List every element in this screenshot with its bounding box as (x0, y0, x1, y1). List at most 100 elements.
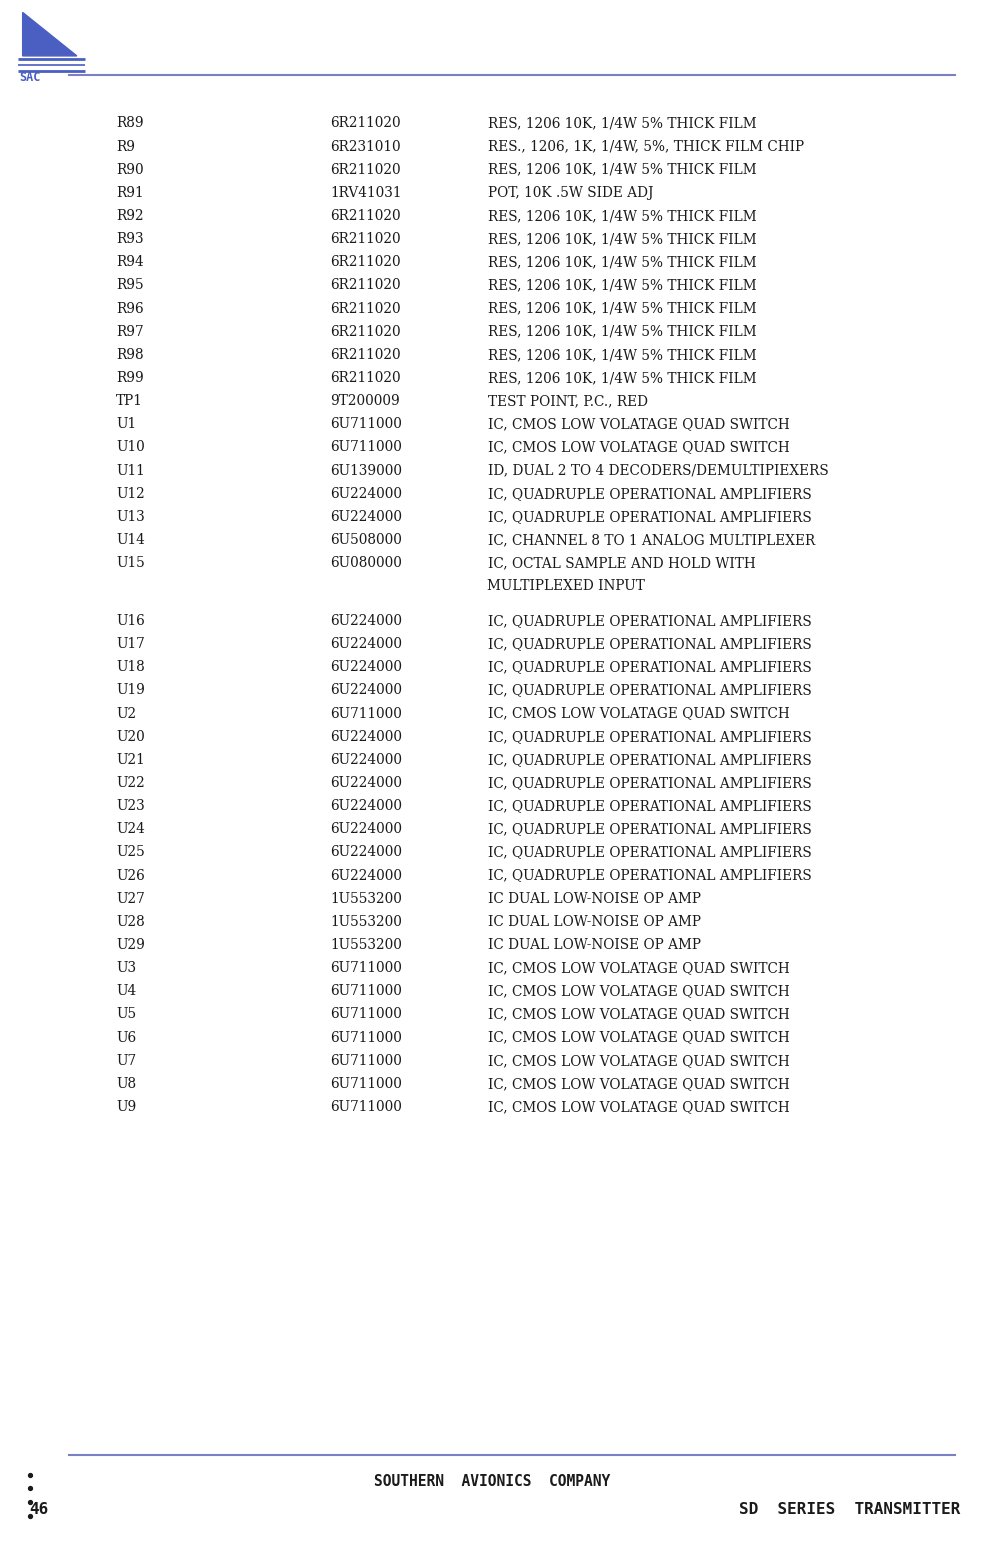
Text: U12: U12 (116, 486, 145, 500)
Text: SD  SERIES  TRANSMITTER: SD SERIES TRANSMITTER (739, 1502, 960, 1517)
Text: 9T200009: 9T200009 (330, 394, 400, 408)
Text: RES., 1206, 1K, 1/4W, 5%, THICK FILM CHIP: RES., 1206, 1K, 1/4W, 5%, THICK FILM CHI… (488, 140, 804, 154)
Text: IC DUAL LOW-NOISE OP AMP: IC DUAL LOW-NOISE OP AMP (488, 891, 700, 905)
Text: 6U139000: 6U139000 (330, 464, 402, 478)
Text: 6U711000: 6U711000 (330, 1008, 402, 1022)
Text: 6U711000: 6U711000 (330, 1100, 402, 1114)
Text: 6R211020: 6R211020 (330, 325, 401, 339)
Text: SAC: SAC (20, 71, 41, 84)
Text: 6U224000: 6U224000 (330, 730, 402, 744)
Text: 6U711000: 6U711000 (330, 961, 402, 975)
Text: 6U711000: 6U711000 (330, 418, 402, 432)
Text: 6R211020: 6R211020 (330, 255, 401, 269)
Text: IC DUAL LOW-NOISE OP AMP: IC DUAL LOW-NOISE OP AMP (488, 915, 700, 929)
Text: MULTIPLEXED INPUT: MULTIPLEXED INPUT (488, 579, 645, 593)
Text: U15: U15 (116, 556, 145, 570)
Text: 6R211020: 6R211020 (330, 278, 401, 292)
Text: IC, QUADRUPLE OPERATIONAL AMPLIFIERS: IC, QUADRUPLE OPERATIONAL AMPLIFIERS (488, 683, 812, 697)
Text: 6U224000: 6U224000 (330, 486, 402, 500)
Text: U20: U20 (116, 730, 145, 744)
Text: U28: U28 (116, 915, 145, 929)
Text: 6U224000: 6U224000 (330, 683, 402, 697)
Text: IC, CHANNEL 8 TO 1 ANALOG MULTIPLEXER: IC, CHANNEL 8 TO 1 ANALOG MULTIPLEXER (488, 533, 815, 547)
Text: U10: U10 (116, 441, 145, 455)
Text: RES, 1206 10K, 1/4W 5% THICK FILM: RES, 1206 10K, 1/4W 5% THICK FILM (488, 210, 756, 224)
Text: IC, QUADRUPLE OPERATIONAL AMPLIFIERS: IC, QUADRUPLE OPERATIONAL AMPLIFIERS (488, 486, 812, 500)
Text: U14: U14 (116, 533, 145, 547)
Text: R90: R90 (116, 163, 144, 177)
Text: IC, CMOS LOW VOLATAGE QUAD SWITCH: IC, CMOS LOW VOLATAGE QUAD SWITCH (488, 1008, 789, 1022)
Text: 1U553200: 1U553200 (330, 938, 402, 952)
Text: R96: R96 (116, 301, 144, 315)
Text: TEST POINT, P.C., RED: TEST POINT, P.C., RED (488, 394, 647, 408)
Text: R91: R91 (116, 186, 144, 200)
Text: RES, 1206 10K, 1/4W 5% THICK FILM: RES, 1206 10K, 1/4W 5% THICK FILM (488, 233, 756, 247)
Text: IC, CMOS LOW VOLATAGE QUAD SWITCH: IC, CMOS LOW VOLATAGE QUAD SWITCH (488, 1031, 789, 1045)
Text: R99: R99 (116, 371, 144, 385)
Text: IC, CMOS LOW VOLATAGE QUAD SWITCH: IC, CMOS LOW VOLATAGE QUAD SWITCH (488, 1054, 789, 1068)
Text: U18: U18 (116, 660, 145, 674)
Text: ID, DUAL 2 TO 4 DECODERS/DEMULTIPIEXERS: ID, DUAL 2 TO 4 DECODERS/DEMULTIPIEXERS (488, 464, 828, 478)
Text: 6U711000: 6U711000 (330, 707, 402, 721)
Text: 6R211020: 6R211020 (330, 301, 401, 315)
Text: IC DUAL LOW-NOISE OP AMP: IC DUAL LOW-NOISE OP AMP (488, 938, 700, 952)
Text: R95: R95 (116, 278, 144, 292)
Text: 6U224000: 6U224000 (330, 509, 402, 523)
Text: U17: U17 (116, 637, 145, 651)
Text: 6U711000: 6U711000 (330, 1031, 402, 1045)
Text: 6U224000: 6U224000 (330, 637, 402, 651)
Text: IC, CMOS LOW VOLATAGE QUAD SWITCH: IC, CMOS LOW VOLATAGE QUAD SWITCH (488, 1100, 789, 1114)
Text: 6U508000: 6U508000 (330, 533, 402, 547)
Text: R97: R97 (116, 325, 144, 339)
Text: U2: U2 (116, 707, 136, 721)
Text: 6U224000: 6U224000 (330, 800, 402, 814)
Text: U3: U3 (116, 961, 136, 975)
Text: R94: R94 (116, 255, 144, 269)
Text: 6U711000: 6U711000 (330, 1076, 402, 1090)
Text: 6U224000: 6U224000 (330, 753, 402, 767)
Text: 6R211020: 6R211020 (330, 116, 401, 130)
Text: R93: R93 (116, 233, 144, 247)
Text: IC, QUADRUPLE OPERATIONAL AMPLIFIERS: IC, QUADRUPLE OPERATIONAL AMPLIFIERS (488, 823, 812, 837)
Text: 6U711000: 6U711000 (330, 441, 402, 455)
Text: U8: U8 (116, 1076, 136, 1090)
Text: 6U224000: 6U224000 (330, 845, 402, 859)
Text: TP1: TP1 (116, 394, 143, 408)
Text: R98: R98 (116, 348, 144, 362)
Text: U21: U21 (116, 753, 145, 767)
Text: RES, 1206 10K, 1/4W 5% THICK FILM: RES, 1206 10K, 1/4W 5% THICK FILM (488, 255, 756, 269)
Text: U7: U7 (116, 1054, 136, 1068)
Polygon shape (23, 12, 77, 56)
Text: 6R231010: 6R231010 (330, 140, 401, 154)
Text: IC, CMOS LOW VOLATAGE QUAD SWITCH: IC, CMOS LOW VOLATAGE QUAD SWITCH (488, 985, 789, 999)
Text: U25: U25 (116, 845, 145, 859)
Text: U13: U13 (116, 509, 145, 523)
Text: U26: U26 (116, 868, 145, 882)
Text: RES, 1206 10K, 1/4W 5% THICK FILM: RES, 1206 10K, 1/4W 5% THICK FILM (488, 371, 756, 385)
Text: U9: U9 (116, 1100, 137, 1114)
Text: 6U224000: 6U224000 (330, 868, 402, 882)
Text: RES, 1206 10K, 1/4W 5% THICK FILM: RES, 1206 10K, 1/4W 5% THICK FILM (488, 116, 756, 130)
Text: U23: U23 (116, 800, 145, 814)
Text: RES, 1206 10K, 1/4W 5% THICK FILM: RES, 1206 10K, 1/4W 5% THICK FILM (488, 325, 756, 339)
Text: 1RV41031: 1RV41031 (330, 186, 402, 200)
Text: IC, CMOS LOW VOLATAGE QUAD SWITCH: IC, CMOS LOW VOLATAGE QUAD SWITCH (488, 418, 789, 432)
Text: POT, 10K .5W SIDE ADJ: POT, 10K .5W SIDE ADJ (488, 186, 653, 200)
Text: IC, CMOS LOW VOLATAGE QUAD SWITCH: IC, CMOS LOW VOLATAGE QUAD SWITCH (488, 1076, 789, 1090)
Text: 6U224000: 6U224000 (330, 776, 402, 790)
Text: U29: U29 (116, 938, 145, 952)
Text: U11: U11 (116, 464, 145, 478)
Text: 6U711000: 6U711000 (330, 1054, 402, 1068)
Text: U19: U19 (116, 683, 145, 697)
Text: IC, QUADRUPLE OPERATIONAL AMPLIFIERS: IC, QUADRUPLE OPERATIONAL AMPLIFIERS (488, 509, 812, 523)
Text: IC, QUADRUPLE OPERATIONAL AMPLIFIERS: IC, QUADRUPLE OPERATIONAL AMPLIFIERS (488, 800, 812, 814)
Text: 6R211020: 6R211020 (330, 163, 401, 177)
Text: U5: U5 (116, 1008, 136, 1022)
Text: 6R211020: 6R211020 (330, 233, 401, 247)
Text: 6R211020: 6R211020 (330, 210, 401, 224)
Text: 6U224000: 6U224000 (330, 660, 402, 674)
Text: 6U080000: 6U080000 (330, 556, 402, 570)
Text: R89: R89 (116, 116, 144, 130)
Text: U16: U16 (116, 613, 145, 627)
Text: U1: U1 (116, 418, 136, 432)
